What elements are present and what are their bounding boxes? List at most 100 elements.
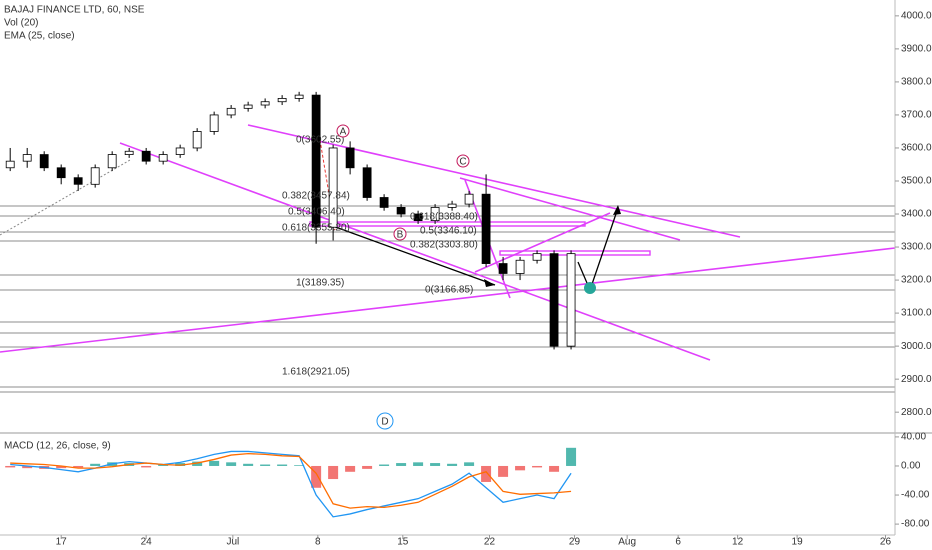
macd-histogram [260, 464, 271, 466]
macd-histogram [192, 461, 203, 466]
macd-histogram [175, 463, 186, 466]
annotation-marker [336, 124, 350, 138]
candle-body [481, 193, 491, 264]
y-tick-label: 3700.00 [901, 110, 932, 121]
macd-histogram [328, 465, 339, 480]
candle-body [311, 94, 321, 228]
x-tick-label: Aug [618, 537, 636, 548]
candle-body [566, 253, 576, 347]
macd-histogram [413, 462, 424, 466]
macd-histogram [447, 463, 458, 466]
y-tick-label: 3400.00 [901, 209, 932, 220]
macd-histogram [430, 463, 441, 466]
annotation-label: 1.618(2921.05) [282, 367, 350, 378]
candle-body [345, 147, 355, 169]
macd-histogram [141, 465, 152, 468]
candle-body [192, 131, 202, 149]
title: BAJAJ FINANCE LTD, 60, NSE [4, 5, 145, 16]
y-tick-label: 3300.00 [901, 242, 932, 253]
macd-histogram [464, 462, 475, 466]
candle-body [124, 150, 134, 155]
x-tick-label: 22 [484, 537, 496, 548]
annotation-label: 0.5(3346.10) [420, 226, 477, 237]
annotation-label: B [397, 230, 404, 241]
drawings [0, 0, 932, 536]
annotation-marker [456, 154, 470, 168]
y-tick-label: 3200.00 [901, 275, 932, 286]
candle-body [379, 197, 389, 208]
y-tick-label: 3100.00 [901, 308, 932, 319]
candle-body [396, 207, 406, 215]
macd-histogram [532, 465, 543, 468]
x-tick-label: 19 [792, 537, 804, 548]
annotation-label: C [459, 157, 466, 168]
x-tick-label: 12 [732, 537, 744, 548]
candle-body [294, 94, 304, 99]
macd-histogram [379, 464, 390, 466]
annotation-label: 0.382(3457.84) [282, 191, 350, 202]
y-tick-label: 3900.00 [901, 44, 932, 55]
x-tick-label: 29 [569, 537, 581, 548]
x-tick-label: Jul [226, 537, 239, 548]
annotation-marker [376, 412, 394, 430]
annotation-label: 0.618(3355.20) [282, 223, 350, 234]
macd-histogram [73, 465, 84, 468]
y-tick-label: 3800.00 [901, 77, 932, 88]
x-tick-label: 6 [675, 537, 681, 548]
macd-macd-line [10, 450, 572, 518]
candle-body [362, 167, 372, 198]
candle-body [73, 177, 83, 185]
annotation-label: 0(3602.55) [296, 135, 344, 146]
y-tick-label: 40.00 [901, 432, 926, 443]
y-tick-label: 2900.00 [901, 374, 932, 385]
candle-body [498, 263, 508, 274]
candle-body [277, 98, 287, 103]
annotation-label: 0.382(3303.80) [410, 240, 478, 251]
macd-histogram [549, 465, 560, 472]
macd-histogram [294, 465, 305, 466]
y-tick-label: 3000.00 [901, 341, 932, 352]
macd-histogram [209, 460, 220, 466]
candle-body [532, 253, 542, 261]
annotation-label: 0(3166.85) [425, 285, 473, 296]
macd-histogram [481, 465, 492, 482]
macd-histogram [498, 465, 509, 477]
y-tick-label: 3500.00 [901, 176, 932, 187]
x-tick-label: 15 [397, 537, 409, 548]
candle-body [175, 147, 185, 155]
candle-body [90, 167, 100, 185]
x-tick-label: 26 [880, 537, 892, 548]
x-tick-label: 17 [56, 537, 68, 548]
candle-body [515, 259, 525, 274]
candle-body [39, 154, 49, 169]
candle-body [260, 101, 270, 106]
macd-histogram [277, 464, 288, 466]
candle-body [328, 147, 338, 228]
macd-histogram [90, 463, 101, 466]
candle-body [226, 107, 236, 116]
candle-body [56, 167, 66, 179]
y-tick-label: 4000.00 [901, 10, 932, 21]
macd-histogram [311, 465, 322, 488]
candle-body [464, 193, 474, 205]
y-tick-label: -80.00 [901, 519, 930, 530]
macd-histogram [362, 465, 373, 469]
candle-body [209, 114, 219, 132]
indicator: Vol (20) [4, 18, 38, 29]
macd-histogram [243, 463, 254, 466]
candle-body [158, 154, 168, 162]
annotation-label: 1(3189.35) [296, 278, 344, 289]
candle-body [430, 207, 440, 222]
macd-title: MACD (12, 26, close, 9) [4, 441, 111, 452]
candle-body [107, 154, 117, 169]
x-tick-label: 24 [141, 537, 153, 548]
macd-histogram [345, 465, 356, 472]
macd-histogram [158, 464, 169, 466]
x-tick-label: 8 [315, 537, 321, 548]
macd-signal-line [10, 452, 572, 509]
candle-body [549, 253, 559, 347]
y-tick-label: 3600.00 [901, 143, 932, 154]
annotation-label: A [340, 127, 347, 138]
annotation-label: D [381, 417, 388, 428]
